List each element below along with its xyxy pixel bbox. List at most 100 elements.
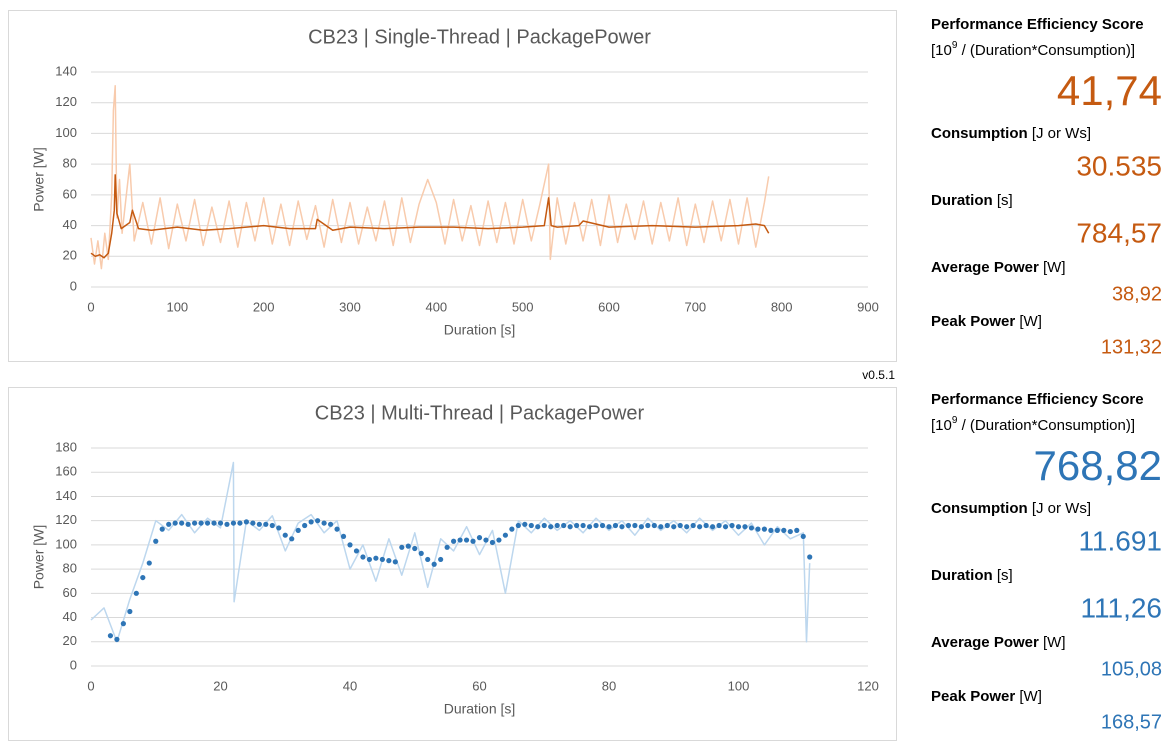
y-tick-label: 20: [63, 633, 77, 648]
data-point: [360, 554, 366, 560]
label-name: Duration: [931, 567, 993, 584]
panel-value: 131,32: [1101, 336, 1162, 358]
data-point: [690, 522, 696, 529]
y-tick-label: 40: [63, 217, 77, 232]
data-point: [107, 633, 114, 639]
label-unit: [W]: [1043, 259, 1066, 276]
y-axis-label: Power [W]: [31, 525, 47, 590]
data-point: [366, 556, 373, 563]
data-point: [476, 535, 483, 541]
data-point: [140, 574, 146, 581]
data-point: [651, 522, 657, 529]
x-tick-label: 900: [857, 299, 879, 314]
panel-label: Consumption [J or Ws]: [931, 125, 1091, 142]
y-tick-label: 100: [55, 536, 77, 551]
data-point: [405, 543, 411, 549]
data-point: [489, 539, 496, 546]
data-point: [658, 524, 664, 530]
unit-sup: 9: [952, 40, 958, 51]
x-axis-label: Duration [s]: [444, 701, 516, 717]
x-tick-label: 40: [343, 678, 357, 693]
x-tick-label: 20: [213, 678, 227, 693]
label-unit: [W]: [1043, 634, 1066, 651]
data-point: [710, 524, 716, 530]
y-tick-label: 40: [63, 609, 77, 624]
y-tick-label: 160: [55, 464, 77, 479]
label-unit: [s]: [997, 567, 1013, 584]
data-point: [269, 522, 275, 529]
data-point: [179, 520, 185, 526]
y-tick-label: 80: [63, 156, 77, 171]
x-tick-label: 120: [857, 678, 879, 693]
panel-value: 11.691: [1078, 525, 1162, 556]
chart-title: CB23 | Multi-Thread | PackagePower: [315, 402, 645, 424]
data-point: [807, 554, 813, 560]
y-tick-label: 0: [70, 278, 77, 293]
x-axis-label: Duration [s]: [444, 322, 516, 338]
data-point: [548, 524, 554, 530]
data-point: [282, 532, 288, 538]
panel-label: Performance Efficiency Score: [931, 391, 1144, 408]
label-name: Performance Efficiency Score: [931, 391, 1144, 408]
y-tick-label: 60: [63, 186, 77, 201]
y-tick-label: 120: [55, 94, 77, 109]
data-point: [192, 520, 198, 526]
label-name: Peak Power: [931, 688, 1015, 705]
data-point: [535, 524, 541, 530]
x-tick-label: 100: [728, 678, 750, 693]
data-line: [90, 174, 770, 259]
y-tick-label: 140: [55, 488, 77, 503]
data-point: [561, 522, 567, 529]
data-point: [166, 521, 172, 527]
x-tick-label: 0: [87, 299, 94, 314]
data-point: [211, 520, 217, 526]
panel-value: 111,26: [1081, 592, 1162, 623]
data-point: [153, 538, 159, 544]
data-point: [438, 556, 444, 563]
data-point: [735, 524, 742, 530]
data-point: [334, 526, 340, 532]
chart-frame: [8, 387, 897, 741]
data-point: [612, 522, 619, 529]
data-point: [289, 536, 295, 542]
x-tick-label: 400: [425, 299, 447, 314]
data-point: [386, 558, 392, 564]
data-point: [697, 524, 703, 530]
data-point: [625, 522, 632, 529]
data-point: [159, 526, 165, 532]
data-point: [263, 521, 269, 527]
data-point: [217, 520, 224, 526]
data-point: [353, 548, 360, 554]
chart-frame: [8, 10, 897, 362]
panel-value: 168,57: [1101, 711, 1162, 733]
data-point: [295, 527, 301, 533]
data-point: [586, 524, 593, 530]
data-point: [133, 590, 139, 596]
data-point: [243, 519, 249, 525]
data-point: [664, 522, 670, 529]
data-point: [204, 520, 211, 526]
x-tick-label: 500: [512, 299, 534, 314]
data-point: [671, 524, 677, 530]
data-point: [451, 538, 457, 544]
data-point: [729, 522, 735, 529]
panel-label: Average Power [W]: [931, 634, 1066, 651]
data-point: [379, 556, 385, 563]
data-point: [483, 537, 489, 543]
panel-value: 38,92: [1112, 283, 1162, 305]
data-point: [127, 608, 133, 615]
data-point: [321, 520, 327, 526]
data-point: [470, 538, 476, 544]
data-point: [431, 561, 437, 567]
label-name: Peak Power: [931, 313, 1015, 330]
data-point: [308, 519, 314, 525]
data-point: [567, 524, 573, 530]
panel-value: 105,08: [1101, 658, 1162, 680]
x-tick-label: 0: [87, 678, 94, 693]
x-tick-label: 100: [166, 299, 188, 314]
label-name: Performance Efficiency Score: [931, 16, 1144, 33]
label-unit: [s]: [997, 192, 1013, 209]
data-point: [593, 522, 599, 529]
data-point: [768, 527, 774, 533]
unit-part: / (Duration*Consumption)]: [957, 417, 1135, 434]
